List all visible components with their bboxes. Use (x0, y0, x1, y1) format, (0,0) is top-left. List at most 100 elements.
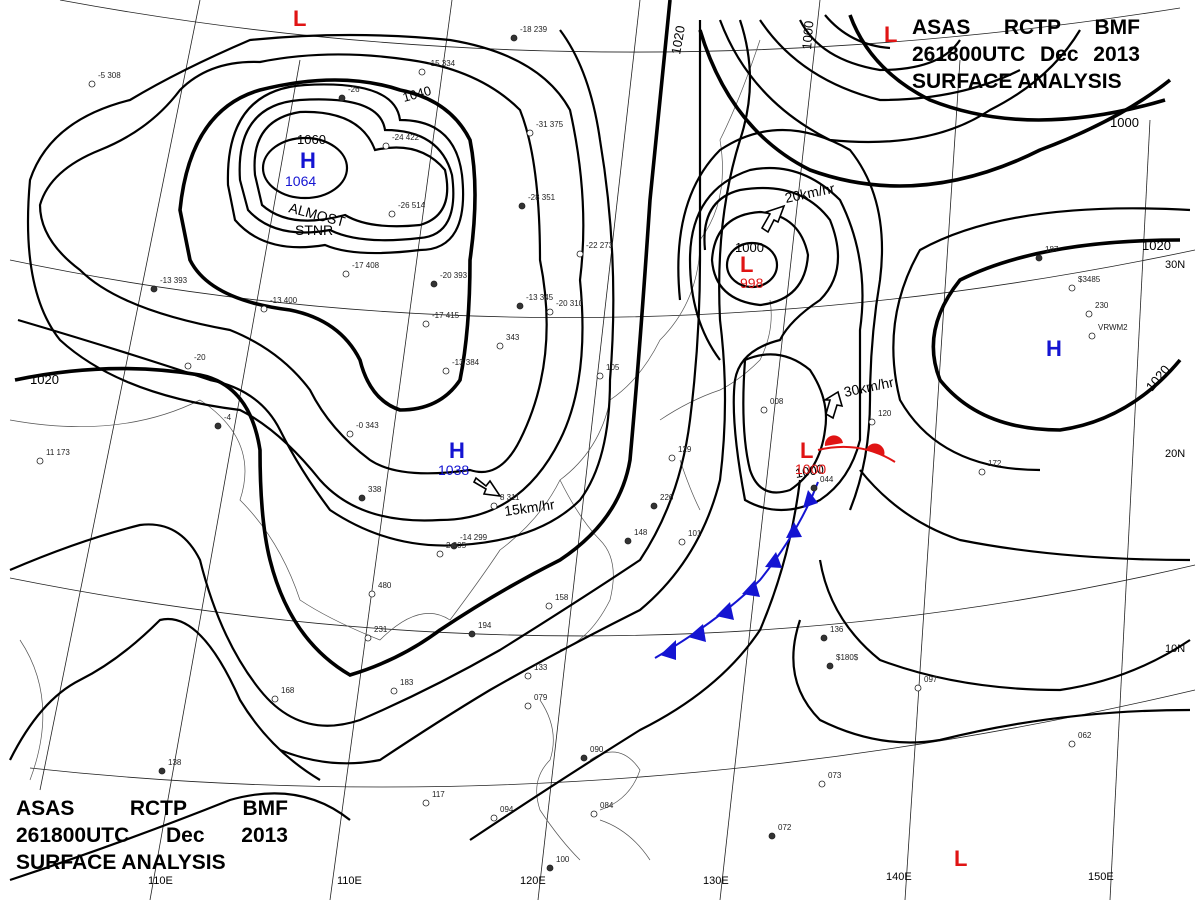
title-code: BMF (1094, 16, 1141, 39)
cold-front-barbs (660, 490, 818, 660)
station-marker (260, 305, 268, 313)
station-marker (510, 34, 518, 42)
station-marker (580, 754, 588, 762)
station-marker (546, 308, 554, 316)
title-time: 261800UTC (16, 824, 130, 847)
station-value: -28 351 (528, 193, 556, 202)
warm-front-bumps (824, 435, 885, 456)
isobar-label-1000-top: 1000 (799, 20, 816, 50)
station-marker (422, 320, 430, 328)
station-marker (338, 94, 346, 102)
isobar-label-1020-top: 1020 (668, 24, 688, 55)
station-marker (364, 634, 372, 642)
station-value: 230 (1095, 301, 1109, 310)
station-marker (422, 799, 430, 807)
longitude-label: 110E (148, 875, 173, 887)
station-value: 338 (368, 485, 382, 494)
station-value: 079 (534, 693, 548, 702)
longitude-label: 110E (337, 875, 362, 887)
station-marker (820, 634, 828, 642)
station-value: -22 273 (586, 241, 614, 250)
isobar-label-1020-east: 1020 (1142, 238, 1171, 253)
title-agency: ASAS (16, 797, 75, 820)
title-product: SURFACE ANALYSIS (912, 70, 1122, 93)
station-value: 158 (555, 593, 569, 602)
title-year: 2013 (241, 824, 288, 847)
station-value: 120 (878, 409, 892, 418)
station-marker (346, 430, 354, 438)
latitude-label: 10N (1165, 643, 1185, 655)
high-center-pressure: 1038 (438, 462, 469, 478)
station-value: -20 310 (556, 299, 584, 308)
chart-title-bottom-left: ASAS RCTP BMF 261800UTC Dec 2013 SURFACE… (16, 795, 288, 876)
station-value: 084 (600, 801, 614, 810)
station-value: 136 (830, 625, 844, 634)
station-marker (868, 418, 876, 426)
title-line-1: ASAS RCTP BMF (16, 795, 288, 822)
station-marker (158, 767, 166, 775)
pressure-centers: H 1064 H 1038 H L 998 L 1000 L L L (285, 6, 1062, 871)
station-value: 2 305 (446, 541, 467, 550)
station-marker (271, 695, 279, 703)
warm-front-line (817, 445, 896, 463)
station-marker (430, 280, 438, 288)
station-marker (914, 684, 922, 692)
low-center-symbol: L (293, 6, 306, 31)
station-marker (546, 864, 554, 872)
station-value: 062 (1078, 731, 1092, 740)
high-center-symbol: H (449, 438, 465, 463)
motion-arrow-3 (472, 476, 502, 498)
motion-speed-label: 15km/hr (503, 496, 556, 519)
isobar-label-1040: 1040 (401, 83, 433, 105)
station-value: -24 422 (392, 133, 420, 142)
station-value: -17 415 (432, 311, 460, 320)
station-value: 133 (534, 663, 548, 672)
grid-labels: 110E 110E 120E 130E 140E 150E 30N 20N 10… (148, 259, 1185, 887)
station-marker (468, 630, 476, 638)
station-marker (418, 68, 426, 76)
station-marker (1088, 332, 1096, 340)
station-value: 194 (478, 621, 492, 630)
station-marker (490, 814, 498, 822)
fronts (654, 435, 896, 660)
title-product: SURFACE ANALYSIS (16, 851, 226, 874)
station-value: $3485 (1078, 275, 1101, 284)
motion-arrows (472, 204, 844, 498)
high-center-symbol: H (1046, 336, 1062, 361)
title-time: 261800UTC (912, 43, 1026, 66)
station-value: 073 (828, 771, 842, 780)
station-value: -17 408 (352, 261, 380, 270)
station-value: 148 (634, 528, 648, 537)
station-value: 101 (688, 529, 702, 538)
longitude-label: 130E (703, 875, 729, 887)
station-value: -20 393 (440, 271, 468, 280)
station-marker (450, 542, 458, 550)
station-marker (88, 80, 96, 88)
station-marker (760, 406, 768, 414)
station-value: 100 (556, 855, 570, 864)
latitude-label: 20N (1165, 448, 1185, 460)
motion-arrow-1 (760, 204, 786, 234)
station-marker (342, 270, 350, 278)
station-marker (526, 129, 534, 137)
station-marker (668, 454, 676, 462)
station-value: -26 (348, 85, 360, 94)
station-marker (978, 468, 986, 476)
station-value: 129 (678, 445, 692, 454)
station-marker (596, 372, 604, 380)
station-value: -15 334 (428, 59, 456, 68)
title-line-3: SURFACE ANALYSIS (912, 68, 1140, 95)
station-marker (524, 702, 532, 710)
low-center-pressure: 998 (740, 275, 764, 291)
latitude-label: 30N (1165, 259, 1185, 271)
station-marker (810, 484, 818, 492)
station-value: 097 (924, 675, 938, 684)
station-value: 090 (590, 745, 604, 754)
station-marker (576, 250, 584, 258)
isobars (9, 0, 1191, 882)
isobar-label-1000-front: 1000 (794, 461, 825, 481)
high-center-pressure: 1064 (285, 173, 316, 189)
title-month: Dec (165, 824, 205, 847)
station-value: 008 (770, 397, 784, 406)
station-value: 187 (1045, 245, 1059, 254)
